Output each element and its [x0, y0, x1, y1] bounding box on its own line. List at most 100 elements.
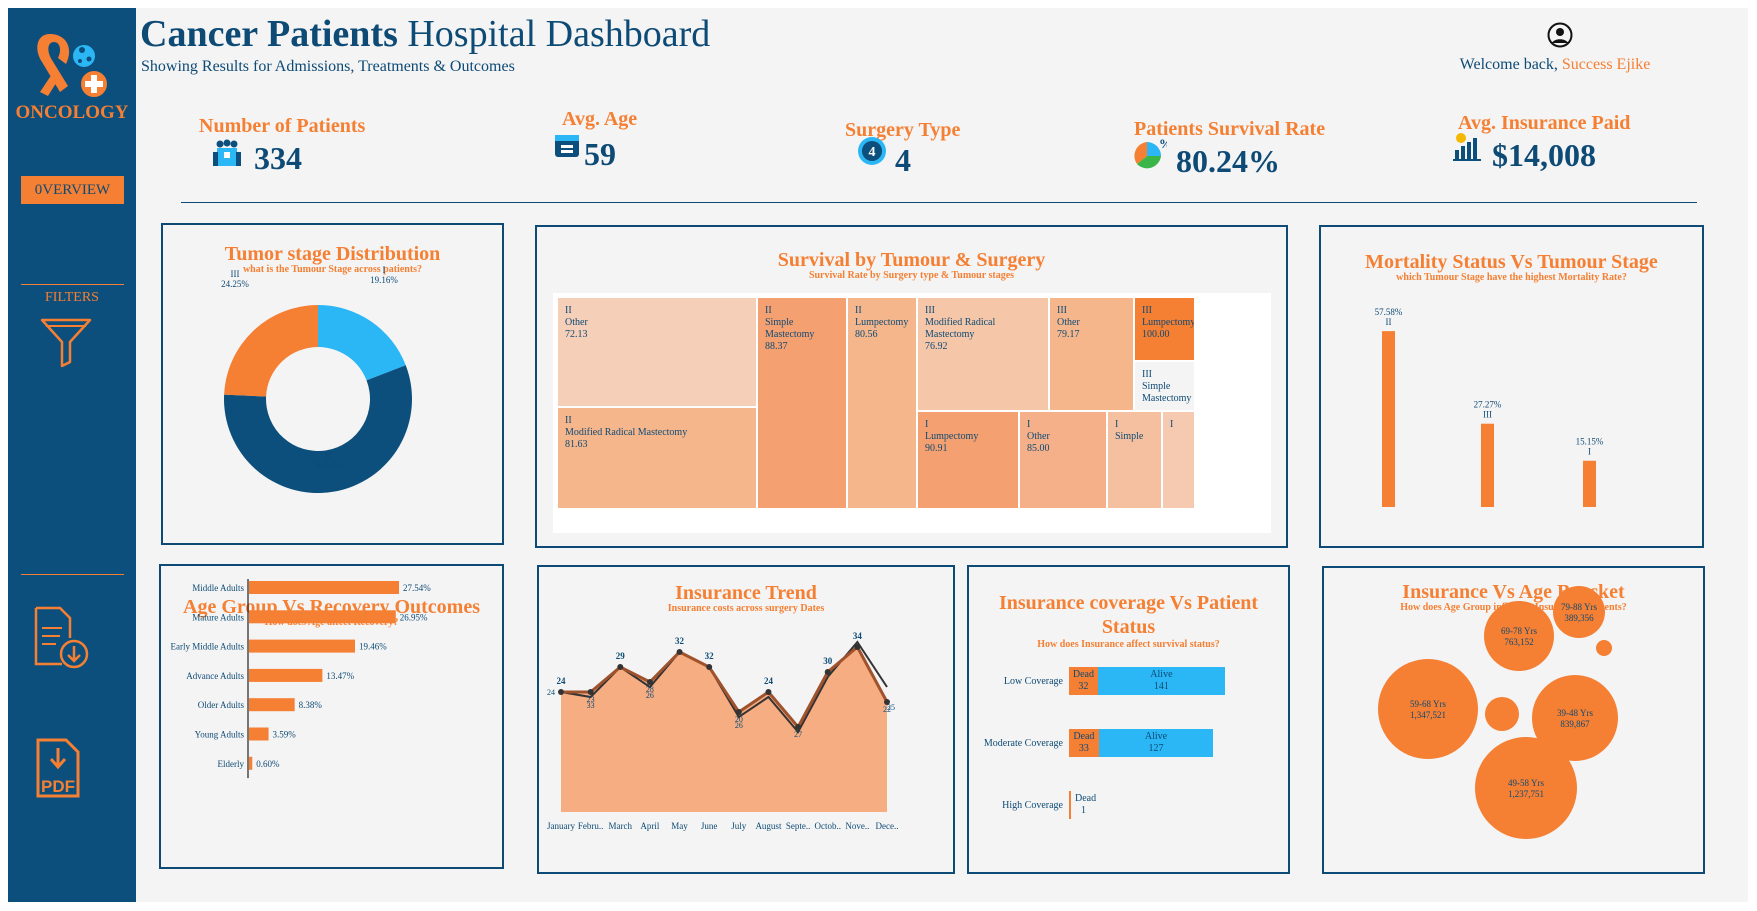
age-value-label: 19.46%	[359, 642, 387, 652]
trend-point	[854, 644, 861, 650]
bubble-value: 763,152	[1504, 637, 1533, 647]
trend-value-label: 30	[823, 656, 833, 666]
age-value-label: 3.59%	[273, 730, 297, 740]
oncology-ribbon-logo-icon	[37, 34, 109, 99]
treemap-cell-stage: II	[565, 415, 572, 426]
treemap-cell[interactable]: II Other 72.13	[557, 297, 757, 407]
treemap-cell[interactable]: I Lumpectomy 90.91	[917, 411, 1019, 509]
trend-point	[884, 699, 890, 705]
treemap-cell-stage: III	[1142, 305, 1152, 316]
trend-value-label: 22	[883, 705, 891, 714]
survival-treemap-chart: II Other 72.13 II Modified Radical Mastectom…	[553, 293, 1271, 533]
coverage-bar-alive[interactable]: Alive 141	[1097, 667, 1225, 695]
bubble-label: 49-58 Yrs	[1508, 778, 1544, 788]
treemap-cell[interactable]: II Simple Mastectomy 88.37	[757, 297, 847, 509]
trend-month-label: Septe..	[786, 821, 811, 831]
trend-value-label: 26	[646, 691, 654, 700]
patients-group-icon	[213, 139, 241, 166]
bubble-label: 59-68 Yrs	[1410, 699, 1446, 709]
mortality-value-label: 57.58%	[1375, 307, 1403, 317]
treemap-cell-stage: I	[925, 419, 929, 430]
bubble-label: 79-88 Yrs	[1561, 602, 1597, 612]
trend-value-label: 24	[557, 676, 567, 686]
coverage-bar-alive[interactable]: Alive 127	[1098, 729, 1214, 757]
age-bar	[249, 610, 396, 624]
mortality-bar-III	[1481, 423, 1494, 507]
donut-label-II: II	[325, 451, 331, 461]
treemap-cell-surgery: Simple Mastectomy	[765, 317, 815, 340]
coverage-bar-dead[interactable]: Dead 1	[1069, 791, 1096, 819]
treemap-cell-surgery: Other	[1057, 317, 1080, 328]
treemap-cell[interactable]: I Simple	[1107, 411, 1162, 509]
treemap-cell[interactable]: II Modified Radical Mastectomy 81.63	[557, 407, 757, 509]
trend-value-label: 20	[735, 715, 743, 724]
treemap-cell[interactable]: III Modified Radical Mastectomy 76.92	[917, 297, 1049, 411]
mortality-value-label: 15.15%	[1576, 437, 1604, 447]
bubble-39-48 Yrs	[1532, 675, 1618, 761]
age-bar	[249, 668, 323, 682]
donut-value-II: 56.59%	[314, 461, 342, 471]
trend-line-a	[561, 644, 889, 730]
coverage-bar-dead[interactable]: Dead 33	[1069, 729, 1099, 757]
coverage-title: Insurance coverage Vs Patient Status	[998, 592, 1259, 638]
coverage-bar-dead[interactable]: Dead 32	[1069, 667, 1098, 695]
donut-value-I: 19.16%	[370, 275, 398, 285]
donut-label-I: I	[383, 265, 386, 275]
mortality-bar-chart: 57.58%II 27.27%III 15.15%I	[1375, 307, 1604, 507]
coverage-category-label: Moderate Coverage	[983, 738, 1063, 749]
download-pdf-icon[interactable]: PDF	[30, 736, 92, 802]
mortality-category-label: I	[1588, 447, 1591, 457]
age-value-label: 26.95%	[400, 612, 428, 622]
overview-button[interactable]: 0VERVIEW	[21, 176, 124, 204]
treemap-cell-surgery: Simple Mastectomy	[1142, 381, 1192, 404]
trend-month-label: March	[609, 821, 633, 831]
kpi-insurance-value: $14,008	[1492, 137, 1596, 173]
treemap-cell-value: 72.13	[565, 329, 588, 340]
bubble-label: 39-48 Yrs	[1557, 708, 1593, 718]
coverage-dead-value: 33	[1078, 743, 1089, 754]
bubble-value: 839,867	[1560, 719, 1590, 729]
trend-point	[676, 649, 683, 655]
mortality-bar-II	[1382, 331, 1395, 507]
brand-name: ONCOLOGY	[15, 102, 129, 123]
age-bar	[249, 639, 355, 653]
trend-point	[735, 709, 742, 715]
mortality-panel: Mortality Status Vs Tumour Stage which T…	[1319, 225, 1704, 548]
treemap-cell-stage: I	[1170, 419, 1174, 430]
download-document-icon[interactable]	[30, 604, 92, 670]
kpi-patients-value: 334	[254, 140, 302, 176]
treemap-cell-value: 81.63	[565, 439, 588, 450]
treemap-cell-stage: I	[1115, 419, 1119, 430]
pdf-label: PDF	[41, 777, 75, 796]
trend-point	[824, 669, 831, 675]
filters-label: FILTERS	[45, 290, 99, 305]
treemap-cell[interactable]: III Simple Mastectomy	[1134, 361, 1195, 411]
treemap-cell[interactable]: III Lumpectomy 100.00	[1134, 297, 1195, 361]
treemap-cell-stage: II	[855, 305, 862, 316]
treemap-cell[interactable]: I Other 85.00	[1019, 411, 1107, 509]
insurance-trend-title: Insurance Trend	[675, 582, 817, 604]
trend-value-label: 26	[735, 721, 743, 730]
coverage-alive-value: 141	[1153, 681, 1169, 692]
treemap-cell-value: 85.00	[1027, 443, 1050, 454]
coverage-dead-label: Dead	[1075, 793, 1097, 804]
kpi-patients-label: Number of Patients	[199, 115, 366, 137]
user-account-icon[interactable]	[1547, 22, 1573, 48]
coverage-dead-value: 1	[1081, 805, 1086, 816]
welcome-message: Welcome back, Success Ejike	[1440, 56, 1670, 74]
coverage-stacked-bar-chart: Low Coverage Dead 32 Alive 141 Moderate Cover…	[969, 567, 1288, 872]
treemap-cell[interactable]: II Lumpectomy 80.56	[847, 297, 917, 509]
coverage-alive-label: Alive	[1150, 669, 1173, 680]
treemap-cell[interactable]: III Other 79.17	[1049, 297, 1134, 411]
treemap-cell[interactable]: I	[1162, 411, 1195, 509]
trend-month-label: Dece..	[876, 821, 899, 831]
kpi-age-label: Avg. Age	[562, 108, 638, 130]
trend-point	[646, 679, 653, 685]
kpi-age-value: 59	[584, 136, 616, 172]
trend-point	[587, 689, 594, 695]
filter-funnel-icon[interactable]	[38, 316, 94, 368]
treemap-cell-stage: I	[1027, 419, 1031, 430]
coverage-alive-value: 127	[1148, 743, 1164, 754]
bubble-unlabeled	[1485, 697, 1519, 731]
user-name[interactable]: Success Ejike	[1561, 56, 1651, 73]
